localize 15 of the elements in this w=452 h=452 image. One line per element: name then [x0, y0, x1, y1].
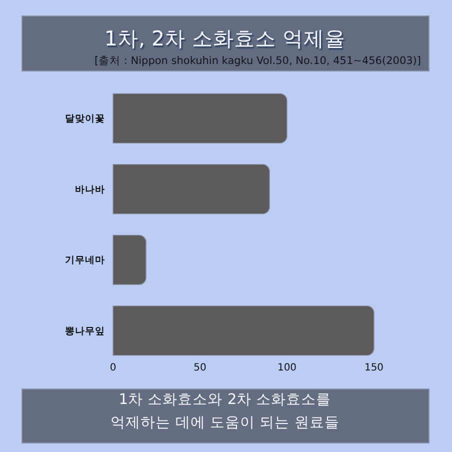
x-tick-label: 150: [364, 362, 384, 374]
chart-title: 1차, 2차 소화효소 억제율: [104, 26, 346, 50]
y-tick-label: 달맞이꽃: [65, 114, 105, 125]
x-tick-label: 100: [277, 362, 297, 374]
bar: [112, 164, 270, 214]
x-tick-label: 0: [110, 362, 116, 374]
y-tick-label: 기무네마: [65, 255, 105, 266]
text: 1차 소화효소와 2차 소화효소를 억제하는 데에 도움이 되는 원료들: [110, 391, 340, 431]
y-tick-label: 바나바: [75, 184, 105, 196]
chart-subtitle: [출처 : Nippon shokuhin kagku Vol.50, No.10, 451~456(2003)]: [94, 55, 421, 67]
bar: [112, 93, 288, 144]
x-tick-label: 50: [194, 362, 206, 374]
bar: [112, 234, 146, 286]
y-tick-label: 뽕나무잎: [65, 326, 105, 337]
bar: [112, 305, 374, 356]
